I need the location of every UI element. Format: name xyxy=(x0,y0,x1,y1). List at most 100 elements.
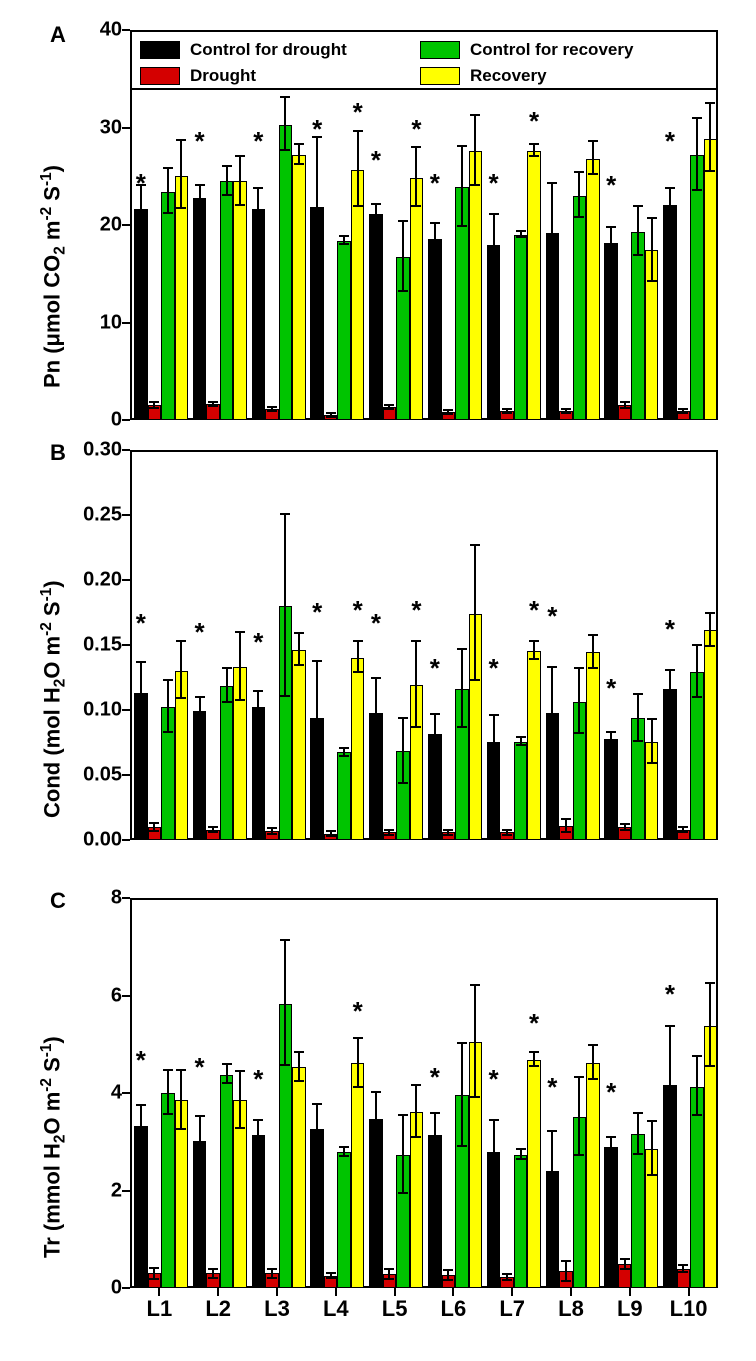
bar-recovery xyxy=(351,1063,365,1288)
xtick-mark xyxy=(688,1288,690,1296)
error-cap xyxy=(561,831,571,833)
ytick-mark xyxy=(122,1287,130,1289)
error-cap xyxy=(398,1114,408,1116)
significance-star: * xyxy=(136,1045,146,1076)
error-cap xyxy=(195,722,205,724)
ytick-mark xyxy=(122,839,130,841)
error-cap xyxy=(411,726,421,728)
error-cap xyxy=(163,212,173,214)
error-cap xyxy=(443,1269,453,1271)
ytick-mark xyxy=(122,774,130,776)
error-bar xyxy=(257,1120,259,1149)
error-cap xyxy=(547,280,557,282)
significance-star: * xyxy=(488,1064,498,1095)
error-cap xyxy=(692,1114,702,1116)
bar-control_drought xyxy=(663,205,677,420)
significance-star: * xyxy=(547,601,557,632)
error-cap xyxy=(149,1267,159,1269)
error-cap xyxy=(208,405,218,407)
legend-item: Drought xyxy=(140,66,256,86)
error-cap xyxy=(705,1065,715,1067)
error-bar xyxy=(434,223,436,252)
bar-control_drought xyxy=(428,239,442,420)
error-cap xyxy=(136,1104,146,1106)
error-cap xyxy=(384,1268,394,1270)
error-cap xyxy=(176,640,186,642)
error-bar xyxy=(651,719,653,763)
error-cap xyxy=(692,696,702,698)
error-bar xyxy=(696,118,698,190)
bar-recovery xyxy=(292,1067,306,1288)
error-cap xyxy=(588,140,598,142)
ytick-mark xyxy=(122,995,130,997)
significance-star: * xyxy=(547,1072,557,1103)
significance-star: * xyxy=(529,106,539,137)
error-bar xyxy=(298,1052,300,1081)
error-cap xyxy=(267,1277,277,1279)
xtick-label: L10 xyxy=(670,1296,708,1322)
error-cap xyxy=(470,679,480,681)
error-cap xyxy=(176,1128,186,1130)
ytick-label: 0.15 xyxy=(32,634,122,657)
error-bar xyxy=(578,172,580,217)
significance-star: * xyxy=(371,145,381,176)
error-bar xyxy=(180,641,182,698)
error-cap xyxy=(547,182,557,184)
error-cap xyxy=(371,747,381,749)
legend-swatch xyxy=(140,67,180,85)
error-bar xyxy=(565,1261,567,1281)
error-cap xyxy=(620,407,630,409)
error-cap xyxy=(235,1127,245,1129)
error-cap xyxy=(430,1112,440,1114)
ytick-mark xyxy=(122,514,130,516)
error-cap xyxy=(705,170,715,172)
error-cap xyxy=(457,1145,467,1147)
ytick-label: 20 xyxy=(32,214,122,237)
significance-star: * xyxy=(136,168,146,199)
error-cap xyxy=(502,829,512,831)
error-cap xyxy=(294,143,304,145)
error-cap xyxy=(705,982,715,984)
ytick-label: 0.00 xyxy=(32,829,122,852)
error-bar xyxy=(578,1077,580,1155)
error-cap xyxy=(489,766,499,768)
error-cap xyxy=(235,155,245,157)
error-bar xyxy=(167,680,169,732)
error-cap xyxy=(547,1130,557,1132)
bar-recovery xyxy=(292,155,306,420)
error-cap xyxy=(195,696,205,698)
error-bar xyxy=(592,141,594,174)
error-cap xyxy=(470,984,480,986)
error-bar xyxy=(316,661,318,775)
error-cap xyxy=(606,255,616,257)
error-cap xyxy=(353,640,363,642)
error-cap xyxy=(371,203,381,205)
bar-control_drought xyxy=(604,1147,618,1288)
error-cap xyxy=(280,939,290,941)
error-cap xyxy=(665,1142,675,1144)
error-cap xyxy=(665,187,675,189)
error-cap xyxy=(678,831,688,833)
bar-control_recovery xyxy=(337,752,351,840)
error-cap xyxy=(163,679,173,681)
error-bar xyxy=(461,649,463,727)
error-cap xyxy=(606,226,616,228)
bar-control_drought xyxy=(369,214,383,420)
bar-control_drought xyxy=(252,1135,266,1288)
error-bar xyxy=(637,206,639,255)
error-bar xyxy=(239,1071,241,1128)
bar-recovery xyxy=(410,178,424,421)
y-axis-label-A: Pn (μmol CO2 m-2 S-1) xyxy=(38,165,70,388)
error-cap xyxy=(312,273,322,275)
xtick-mark xyxy=(394,1288,396,1296)
bar-recovery xyxy=(233,181,247,420)
error-bar xyxy=(696,645,698,697)
error-cap xyxy=(208,826,218,828)
error-cap xyxy=(692,1055,702,1057)
error-cap xyxy=(561,1260,571,1262)
error-cap xyxy=(195,1164,205,1166)
xtick-mark xyxy=(629,1288,631,1296)
error-cap xyxy=(267,833,277,835)
error-cap xyxy=(339,755,349,757)
error-bar xyxy=(669,188,671,219)
